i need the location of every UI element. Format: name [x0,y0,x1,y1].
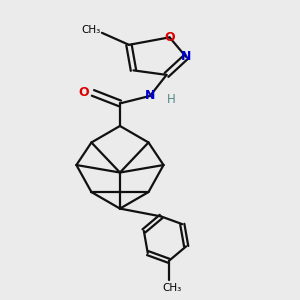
Text: H: H [167,93,176,106]
Text: O: O [164,31,175,44]
Text: CH₃: CH₃ [162,283,182,293]
Text: O: O [79,86,89,99]
Text: N: N [145,89,155,102]
Text: CH₃: CH₃ [81,26,101,35]
Text: N: N [181,50,191,63]
